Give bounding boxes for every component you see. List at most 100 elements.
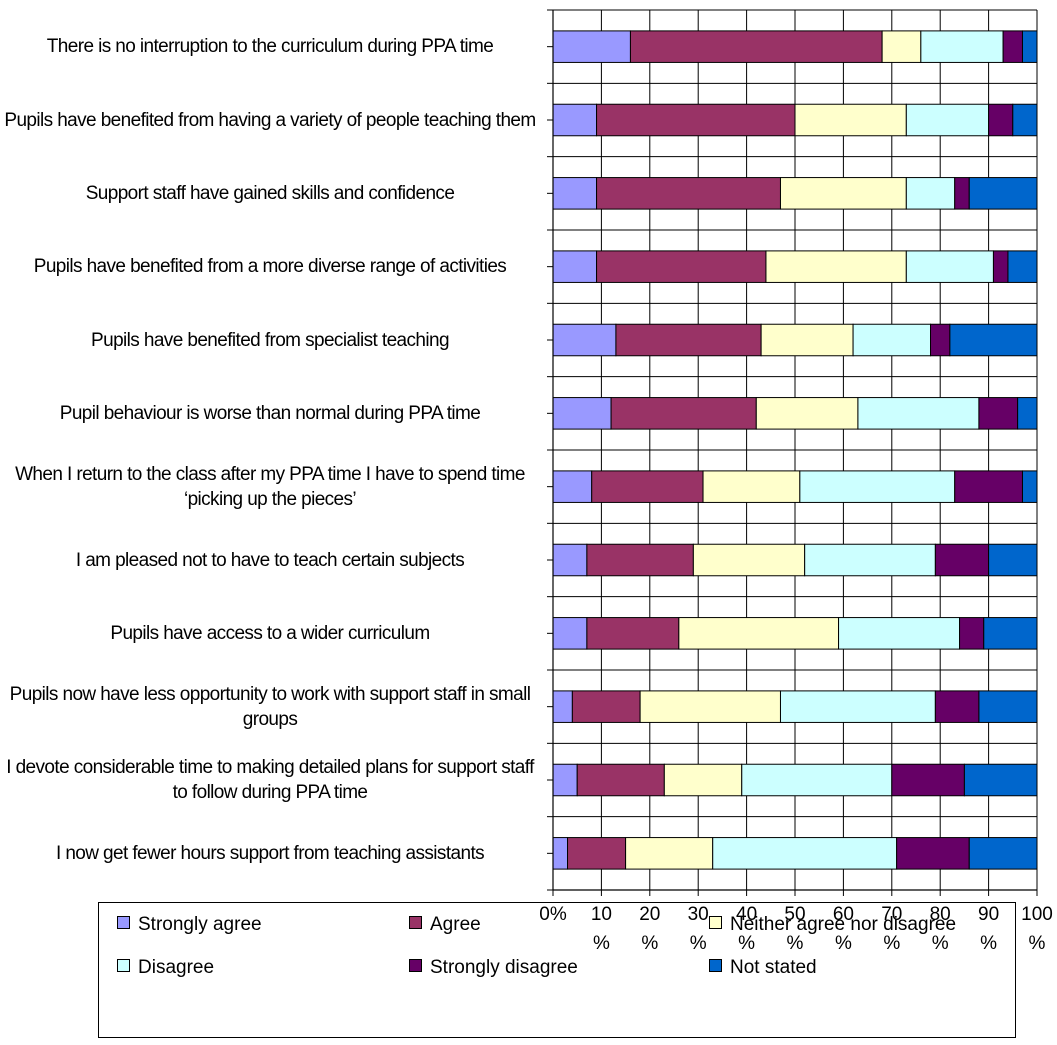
legend-item: Neither agree nor disagree <box>709 914 956 936</box>
bar-segment <box>838 617 961 650</box>
x-tick-label: 40 % <box>736 904 758 954</box>
bar-segment <box>552 470 593 503</box>
bar-segment <box>552 177 598 210</box>
bar-segment <box>954 177 970 210</box>
bar-segment <box>596 103 796 137</box>
legend-label: Disagree <box>138 957 215 978</box>
legend-swatch <box>117 959 130 972</box>
category-label: Pupils now have less opportunity to work… <box>9 683 531 730</box>
bar-segment <box>567 837 627 870</box>
bar-segment <box>978 397 1019 430</box>
bar-segment <box>741 763 893 797</box>
bar-segment <box>610 397 757 430</box>
legend-item: Not stated <box>709 957 817 979</box>
bar-segment <box>968 177 1038 210</box>
bar-segment <box>1017 397 1038 430</box>
bar-segment <box>992 250 1009 283</box>
bar-segment <box>663 763 743 797</box>
legend-item: Strongly agree <box>117 914 262 936</box>
legend-label: Strongly disagree <box>430 957 578 978</box>
category-label: Support staff have gained skills and con… <box>85 182 455 204</box>
bar-segment <box>576 763 665 797</box>
category-label: When I return to the class after my PPA … <box>15 463 525 510</box>
x-tick-label: 100 % <box>1021 904 1053 954</box>
bar-segment <box>552 103 598 137</box>
bar-segment <box>712 837 898 870</box>
bar-segment <box>702 470 801 503</box>
legend-label: Neither agree nor disagree <box>730 914 957 935</box>
bar-segment <box>988 103 1014 137</box>
legend-swatch <box>709 959 722 972</box>
bar-segment <box>988 543 1038 577</box>
bar-segment <box>920 30 1004 63</box>
bar-segment <box>586 543 694 577</box>
bar-segment <box>804 543 936 577</box>
x-tick-label: 70 % <box>881 904 903 954</box>
bar-segment <box>765 250 907 283</box>
bar-segment <box>779 690 936 723</box>
bar-segment <box>954 470 1023 503</box>
bar-segment <box>552 323 617 357</box>
category-label: Pupils have benefited from a more divers… <box>33 256 507 278</box>
legend-swatch <box>709 916 722 929</box>
bar-segment <box>1002 30 1023 63</box>
bar-segment <box>959 617 985 650</box>
bar-segment <box>891 763 965 797</box>
bar-segment <box>896 837 970 870</box>
category-label: I now get fewer hours support from teach… <box>55 842 485 864</box>
bar-segment <box>571 690 641 723</box>
category-label: Pupils have benefited from having a vari… <box>4 109 536 131</box>
x-tick-label: 60 % <box>832 904 854 954</box>
bar-segment <box>755 397 859 430</box>
bar-segment <box>1007 250 1038 283</box>
category-label: Pupils have access to a wider curriculum <box>110 622 430 644</box>
x-tick-label: 90 % <box>978 904 1000 954</box>
legend-swatch <box>409 959 422 972</box>
legend-item: Disagree <box>117 957 214 979</box>
category-label: I devote considerable time to making det… <box>6 757 534 803</box>
bar-segment <box>930 323 951 357</box>
bar-segment <box>799 470 956 503</box>
bar-segment <box>552 30 631 63</box>
legend: Strongly agree Agree Neither agree nor dis… <box>98 902 1016 1038</box>
x-tick-label: 20 % <box>639 904 661 954</box>
bar-segment <box>983 617 1038 650</box>
legend-label: Strongly agree <box>138 914 262 935</box>
bar-segment <box>949 323 1038 357</box>
legend-item: Agree <box>409 914 481 936</box>
bar-segment <box>552 617 588 650</box>
bar-segment <box>1021 30 1038 63</box>
bar-segment <box>779 177 907 210</box>
bar-segment <box>596 177 781 210</box>
bar-segment <box>905 177 956 210</box>
bar-segment <box>552 763 578 797</box>
bar-segment <box>857 397 980 430</box>
legend-swatch <box>117 916 130 929</box>
x-tick-label: 50 % <box>784 904 806 954</box>
category-label: There is no interruption to the curricul… <box>46 36 494 58</box>
bar-segment <box>586 617 680 650</box>
bar-segment <box>905 103 990 137</box>
legend-label: Not stated <box>730 957 817 978</box>
bar-segment <box>639 690 781 723</box>
bar-segment <box>591 470 704 503</box>
bar-segment <box>625 837 714 870</box>
bar-segment <box>552 543 588 577</box>
bar-segment <box>615 323 762 357</box>
bar-segment <box>963 763 1038 797</box>
bar-segment <box>692 543 806 577</box>
bar-segment <box>552 250 598 283</box>
bar-segment <box>978 690 1038 723</box>
bar-segment <box>596 250 767 283</box>
bar-segment <box>1012 103 1038 137</box>
bar-segment <box>934 543 990 577</box>
legend-label: Agree <box>430 914 481 935</box>
bar-segment <box>629 30 883 63</box>
category-label: Pupil behaviour is worse than normal dur… <box>59 402 481 424</box>
bar-segment <box>968 837 1038 870</box>
legend-item: Strongly disagree <box>409 957 578 979</box>
x-tick-label: 80 % <box>929 904 951 954</box>
x-tick-label: 10 % <box>590 904 612 954</box>
x-tick-label: 0% <box>539 904 567 925</box>
